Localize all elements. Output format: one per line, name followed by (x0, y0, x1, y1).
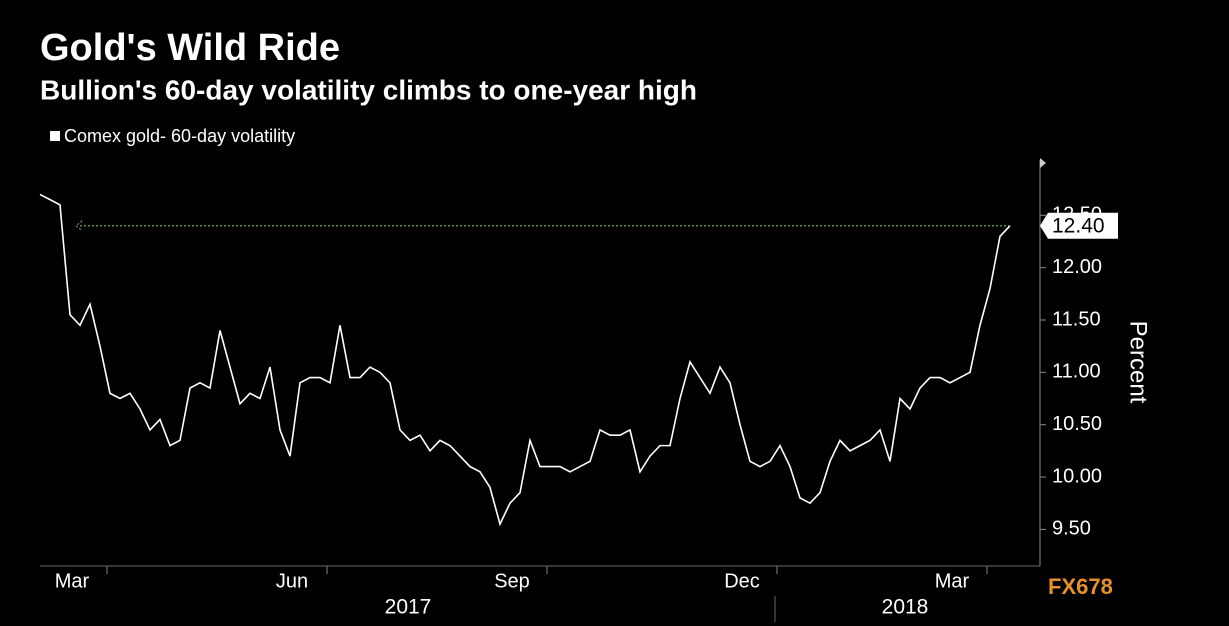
chart-subtitle: Bullion's 60-day volatility climbs to on… (40, 74, 697, 105)
year-label: 2018 (882, 596, 929, 619)
reference-arrow (75, 220, 83, 232)
y-tick-label: 11.00 (1052, 361, 1101, 383)
last-value-box (1040, 212, 1118, 239)
x-tick-label: Jun (276, 570, 308, 592)
x-tick-label: Mar (55, 570, 90, 592)
x-tick-label: Sep (494, 570, 530, 592)
x-tick-label: Dec (724, 570, 760, 592)
y-tick-label: 10.00 (1052, 465, 1102, 487)
chart-title: Gold's Wild Ride (40, 27, 340, 69)
watermark: FX678 (1048, 574, 1113, 599)
axis-arrow (1040, 158, 1046, 168)
y-tick-label: 12.00 (1052, 256, 1102, 278)
y-tick-label: 10.50 (1052, 413, 1102, 435)
x-tick-label: Mar (935, 570, 970, 592)
legend-label: Comex gold- 60-day volatility (64, 126, 295, 146)
last-value-label: 12.40 (1052, 214, 1105, 237)
y-tick-label: 9.50 (1052, 518, 1091, 540)
line-series (39, 193, 1011, 527)
y-axis-label: Percent (1125, 321, 1152, 404)
y-tick-label: 11.50 (1052, 308, 1101, 330)
year-label: 2017 (385, 596, 432, 619)
legend-swatch (50, 131, 60, 141)
